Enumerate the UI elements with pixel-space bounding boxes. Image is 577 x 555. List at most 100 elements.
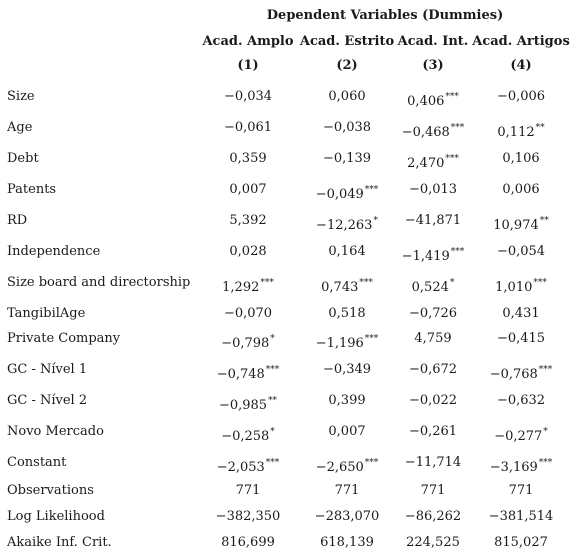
cell-value: −0,061	[223, 120, 273, 135]
cell-value: −0,038	[322, 120, 372, 135]
table-row: Log Likelihood −382,350 −283,070 −86,262 −38…	[0, 506, 577, 528]
table-cell: 224,525	[396, 535, 470, 550]
cell-value: −1,419	[401, 249, 450, 264]
cell-value: −0,049	[315, 187, 364, 202]
cell-value: 0,164	[328, 244, 366, 259]
table-cell: −0,468***	[396, 123, 470, 141]
table-cell: 0,112**	[470, 123, 572, 141]
significance-stars: ***	[538, 458, 553, 468]
table-cell: −0,277*	[470, 427, 572, 445]
table-cell: −283,070	[298, 509, 396, 524]
table-cell: −0,798*	[200, 335, 296, 352]
cell-value: −381,514	[488, 509, 554, 524]
table-cell: −382,350	[200, 509, 296, 524]
table-row: RD 5,392 −12,263* −41,871 10,974**	[0, 210, 577, 233]
table-cell: −0,038	[298, 120, 396, 135]
column-number-3: (3)	[422, 58, 444, 73]
cell-value: −2,650	[315, 460, 364, 475]
cell-value: 0,518	[328, 306, 366, 321]
cell-value: 0,007	[229, 182, 267, 197]
row-label: TangibilAge	[7, 306, 86, 321]
significance-stars: ***	[450, 123, 465, 133]
cell-value: −3,169	[489, 460, 538, 475]
cell-value: −0,013	[408, 182, 458, 197]
table-cell: −0,049***	[298, 186, 396, 203]
table-row: Private Company −0,798* −1,196*** 4,759 −0,4…	[0, 328, 577, 352]
row-label: Akaike Inf. Crit.	[7, 535, 112, 550]
significance-stars: ***	[260, 278, 274, 288]
cell-value: 815,027	[494, 535, 548, 550]
table-cell: −0,022	[396, 393, 470, 408]
table-cell: 0,406***	[396, 93, 470, 110]
table-cell: 2,470***	[396, 155, 470, 172]
table-cell: −1,419***	[396, 248, 470, 265]
significance-stars: *	[270, 427, 275, 437]
significance-stars: *	[449, 278, 455, 288]
row-label: Private Company	[7, 331, 121, 346]
significance-stars: **	[535, 123, 545, 133]
table-cell: −3,169***	[470, 458, 572, 476]
table-cell: −86,262	[396, 509, 470, 524]
cell-value: −0,468	[401, 125, 450, 140]
row-label: RD	[7, 213, 28, 228]
table-cell: 1,292***	[200, 278, 296, 296]
significance-stars: ***	[538, 365, 553, 375]
cell-value: 771	[508, 483, 534, 498]
cell-value: −12,263	[316, 218, 373, 233]
cell-value: 771	[420, 483, 446, 498]
table-cell: −0,034	[200, 89, 296, 104]
table-cell: 0,359	[200, 151, 296, 166]
cell-value: 10,974	[493, 218, 539, 233]
cell-value: −0,022	[408, 393, 458, 408]
table-row: Constant −2,053*** −2,650*** −11,714 −3,169*…	[0, 452, 577, 476]
table-cell: −381,514	[470, 509, 572, 524]
table-cell: 771	[396, 483, 470, 498]
cell-value: 0,406	[407, 94, 445, 109]
table-cell: −0,061	[200, 120, 296, 135]
row-label: Independence	[7, 244, 101, 259]
table-cell: −1,196***	[298, 335, 396, 352]
column-header-1: Acad. Amplo	[202, 34, 294, 49]
row-label: Constant	[7, 455, 67, 470]
row-label: GC - Nível 2	[7, 393, 88, 408]
table-cell: −11,714	[396, 455, 470, 470]
table-row: Akaike Inf. Crit. 816,699 618,139 224,525 81…	[0, 532, 577, 554]
significance-stars: *	[543, 427, 548, 437]
significance-stars: *	[373, 216, 378, 226]
column-numbers: (1) (2) (3) (4)	[0, 58, 577, 78]
table-cell: 0,431	[470, 306, 572, 321]
table-cell: −0,985**	[200, 397, 296, 414]
cell-value: −0,349	[322, 362, 372, 377]
cell-value: 5,392	[229, 213, 267, 228]
cell-value: −0,798	[221, 336, 270, 351]
cell-value: −0,054	[496, 244, 546, 259]
table-cell: −0,006	[470, 89, 572, 104]
table-cell: 0,518	[298, 306, 396, 321]
table-row: Size board and directorship 1,292*** 0,743…	[0, 272, 577, 296]
significance-stars: ***	[265, 365, 280, 375]
table-cell: 618,139	[298, 535, 396, 550]
table-cell: 771	[200, 483, 296, 498]
table-cell: 0,743***	[298, 278, 396, 296]
cell-value: 0,060	[328, 89, 366, 104]
significance-stars: ***	[364, 458, 379, 468]
cell-value: 224,525	[406, 535, 460, 550]
table-cell: −0,415	[470, 331, 572, 346]
cell-value: 816,699	[221, 535, 275, 550]
table-row: Patents 0,007 −0,049*** −0,013 0,006	[0, 179, 577, 203]
table-cell: 771	[470, 483, 572, 498]
cell-value: 0,399	[328, 393, 366, 408]
cell-value: −0,034	[223, 89, 273, 104]
table-cell: 0,007	[200, 182, 296, 197]
significance-stars: ***	[265, 458, 280, 468]
table-row: Age −0,061 −0,038 −0,468*** 0,112**	[0, 117, 577, 141]
table-cell: 0,164	[298, 244, 396, 259]
table-cell: 815,027	[470, 535, 572, 550]
table-row: TangibilAge −0,070 0,518 −0,726 0,431	[0, 303, 577, 325]
cell-value: −382,350	[215, 509, 281, 524]
significance-stars: ***	[359, 278, 373, 288]
table-cell: −0,258*	[200, 427, 296, 445]
cell-value: 0,743	[321, 280, 359, 295]
table-cell: −0,748***	[200, 365, 296, 383]
